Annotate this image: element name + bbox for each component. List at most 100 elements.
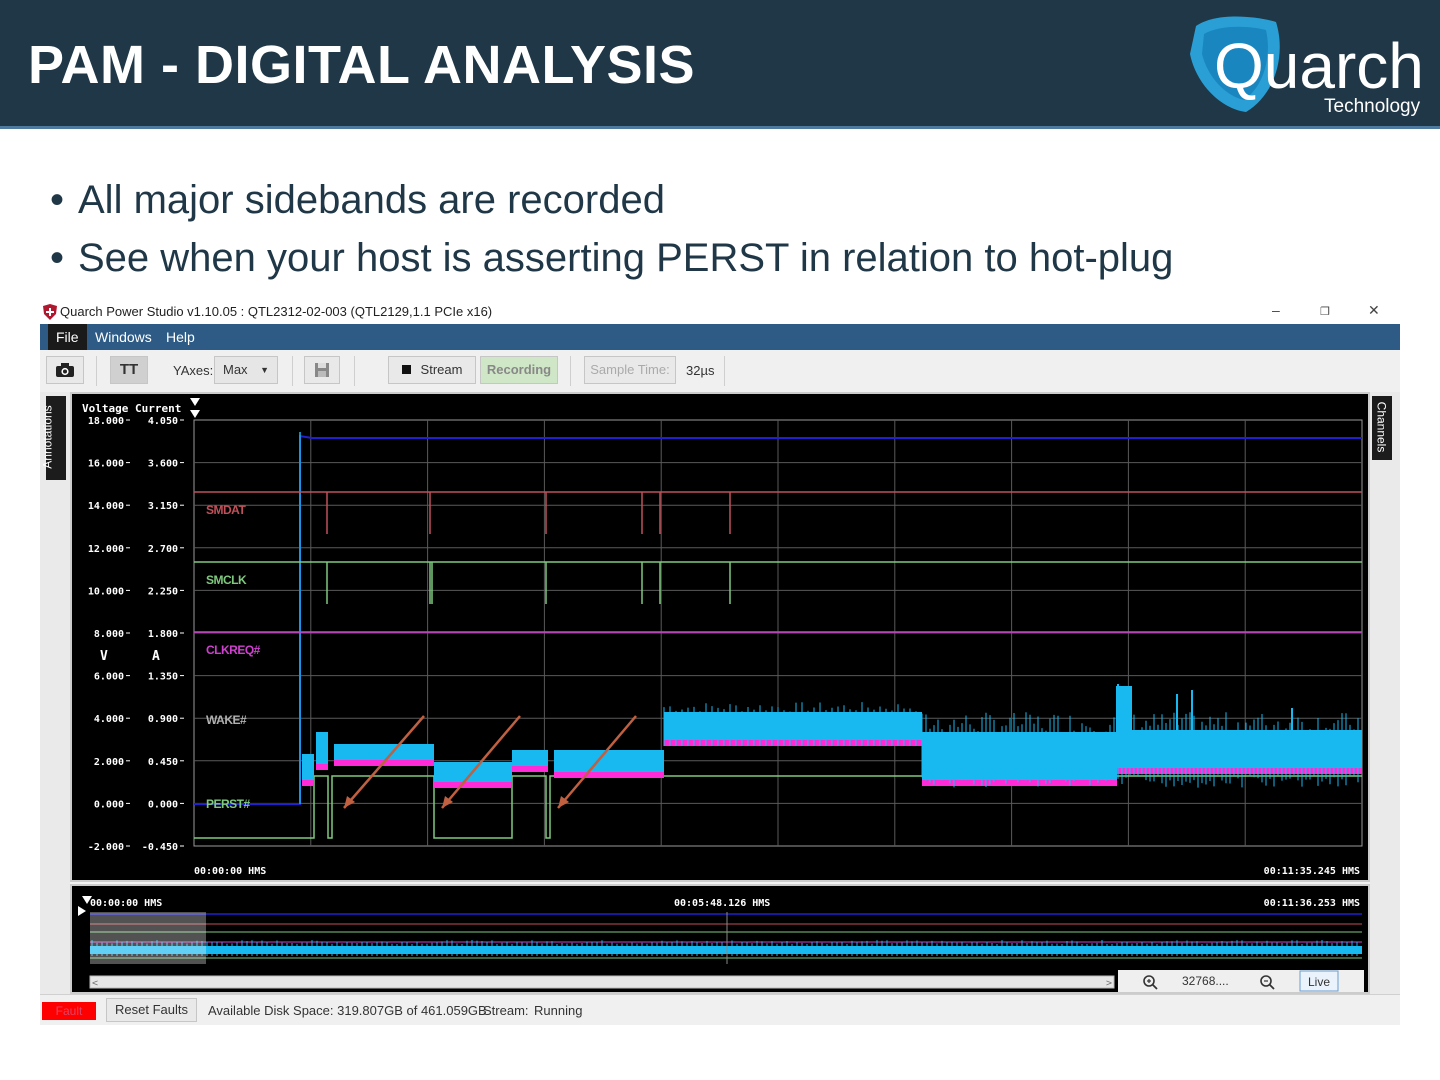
menu-windows[interactable]: Windows (95, 329, 152, 345)
chevron-down-icon: ▼ (260, 365, 269, 375)
sample-time-value[interactable]: 32µs (686, 363, 715, 378)
app-window: Quarch Power Studio v1.10.05 : QTL2312-0… (40, 300, 1400, 1025)
perst-trace (194, 775, 1362, 839)
main-plot[interactable]: Voltage Current V A 18.000 16.000 14.000 12… (70, 392, 1370, 882)
overview-time-mid: 00:05:48.126 HMS (674, 898, 770, 909)
current-alt-band (554, 772, 664, 778)
sample-time-label: Sample Time: (584, 356, 676, 384)
voltage-tick-label: 8.000 (94, 629, 124, 640)
slide-banner: PAM - DIGITAL ANALYSIS Quarch Technology (0, 0, 1440, 129)
scroll-right-icon[interactable]: > (1106, 978, 1112, 989)
overview-time-end: 00:11:36.253 HMS (1264, 898, 1360, 909)
main-plot-canvas[interactable]: Voltage Current V A 18.000 16.000 14.000 12… (72, 394, 1368, 880)
voltage-tick-label: 0.000 (94, 799, 124, 810)
restore-button[interactable]: ❐ (1320, 306, 1330, 318)
current-tick-label: 0.000 (148, 799, 178, 810)
save-button[interactable] (304, 356, 340, 384)
voltage-tick-label: 18.000 (88, 416, 124, 427)
current-tick-label: 1.800 (148, 629, 178, 640)
current-band (664, 712, 922, 740)
voltage-tick-label: 6.000 (94, 672, 124, 683)
text-size-button[interactable]: TT (110, 356, 148, 384)
live-button[interactable] (1299, 970, 1339, 992)
current-tick-label: 2.250 (148, 586, 178, 597)
screenshot-button[interactable] (46, 356, 84, 384)
current-tick-label: 4.050 (148, 416, 178, 427)
left-side-strip: Annotations (40, 392, 70, 994)
zoom-out-button[interactable] (1260, 975, 1275, 990)
channel-label: CLKREQ# (206, 643, 261, 657)
current-band (512, 750, 548, 766)
current-unit: A (152, 649, 160, 664)
overview-plot[interactable]: 00:00:00 HMS 00:05:48.126 HMS 00:11:36.2… (70, 884, 1370, 994)
voltage-tick-label: 12.000 (88, 544, 124, 555)
minimize-button[interactable]: – (1272, 302, 1280, 318)
toolbar-separator (292, 356, 293, 386)
bullet-item: • All major sidebands are recorded (50, 178, 665, 222)
current-band (316, 732, 328, 764)
current-band (334, 744, 434, 760)
current-band (554, 750, 664, 772)
overview-current (90, 946, 1362, 954)
save-icon (315, 363, 329, 377)
voltage-tick-label: 2.000 (94, 757, 124, 768)
current-alt-band (434, 782, 512, 788)
toolbar-separator (96, 356, 97, 386)
voltage-tick-label: 14.000 (88, 501, 124, 512)
annotations-tab[interactable]: Annotations (41, 396, 66, 480)
recording-button[interactable]: Recording (480, 356, 558, 384)
stream-status-value: Running (534, 1003, 583, 1018)
fault-indicator: Fault (42, 1002, 96, 1020)
yaxes-select[interactable]: Max ▼ (214, 356, 278, 384)
overview-marker-icon[interactable] (82, 896, 92, 904)
cursor-marker-icon[interactable] (190, 398, 200, 406)
window-title: Quarch Power Studio v1.10.05 : QTL2312-0… (60, 304, 493, 319)
voltage-tick-label: -2.000 (88, 842, 124, 853)
current-tick-label: 3.600 (148, 459, 178, 470)
arrow-head-icon (558, 796, 569, 808)
current-tick-label: 1.350 (148, 672, 178, 683)
overview-time-start: 00:00:00 HMS (90, 898, 162, 909)
channel-label: PERST# (206, 797, 251, 811)
status-bar: Fault Reset Faults Available Disk Space:… (40, 994, 1400, 1025)
reset-faults-button[interactable]: Reset Faults (106, 998, 197, 1022)
voltage-header: Voltage (82, 402, 129, 415)
annotation-arrow (441, 715, 521, 809)
current-band (302, 754, 314, 780)
current-header: Current (135, 402, 181, 415)
current-alt-band (664, 740, 922, 746)
toolbar-separator (724, 356, 725, 386)
current-tick-label: 2.700 (148, 544, 178, 555)
scroll-left-icon[interactable]: < (92, 978, 98, 989)
zoom-in-button[interactable] (1143, 975, 1158, 990)
overview-canvas[interactable]: 00:00:00 HMS 00:05:48.126 HMS 00:11:36.2… (72, 886, 1368, 992)
current-alt-band (316, 764, 328, 770)
camera-icon (56, 363, 74, 377)
channel-label: SMCLK (206, 573, 247, 587)
overview-selection-window[interactable] (90, 912, 206, 964)
cursor-marker-icon[interactable] (190, 410, 200, 418)
current-tick-label: 0.450 (148, 757, 178, 768)
current-alt-band (1117, 768, 1362, 774)
overview-marker-icon[interactable] (78, 906, 86, 916)
window-titlebar: Quarch Power Studio v1.10.05 : QTL2312-0… (40, 300, 1400, 324)
yaxes-label: YAxes: (173, 363, 214, 378)
menu-help[interactable]: Help (166, 329, 195, 345)
current-alt-band (922, 780, 1117, 786)
slide-title: PAM - DIGITAL ANALYSIS (28, 35, 696, 95)
time-end-label: 00:11:35.245 HMS (1264, 866, 1360, 877)
current-tick-label: -0.450 (142, 842, 178, 853)
channels-tab[interactable]: Channels (1372, 396, 1392, 460)
current-tick-label: 3.150 (148, 501, 178, 512)
stream-button[interactable]: Stream (388, 356, 476, 384)
close-button[interactable]: ✕ (1368, 302, 1380, 318)
disk-space-text: Available Disk Space: 319.807GB of 461.0… (208, 1003, 487, 1018)
menu-file[interactable]: File (48, 324, 87, 350)
voltage-tick-label: 10.000 (88, 586, 124, 597)
stream-status-label: Stream: (483, 1003, 529, 1018)
bullet-list: • All major sidebands are recorded • See w… (50, 178, 1173, 294)
overview-scrollbar[interactable] (89, 975, 1115, 989)
logo-name: Quarch (1214, 30, 1424, 102)
live-label: Live (1308, 975, 1330, 989)
quarch-logo: Quarch Technology (1190, 16, 1424, 117)
